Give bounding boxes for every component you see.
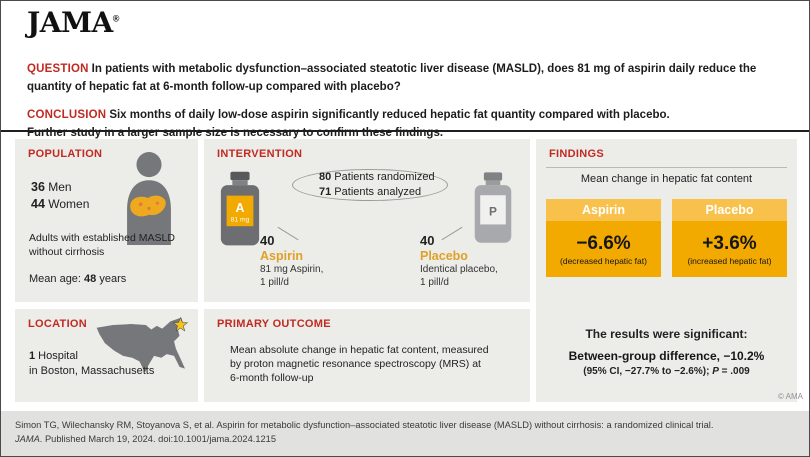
- citation-line1: Simon TG, Wilechansky RM, Stoyanova S, e…: [15, 420, 714, 430]
- randomization-ellipse: 80 Patients randomized 71 Patients analy…: [292, 169, 448, 201]
- findings-label: FINDINGS: [549, 148, 604, 160]
- hospital-label: Hospital: [35, 350, 78, 362]
- mean-age-line: Mean age: 48 years: [29, 273, 126, 285]
- question-block: QUESTION In patients with metabolic dysfu…: [27, 43, 787, 96]
- placebo-bottle-letter: P: [489, 204, 497, 218]
- location-label: LOCATION: [28, 318, 88, 330]
- aspirin-card-body: −6.6% (decreased hepatic fat): [546, 221, 661, 277]
- p-label: P: [712, 366, 719, 377]
- analyzed-label: Patients analyzed: [331, 186, 422, 198]
- question-text: In patients with metabolic dysfunction–a…: [27, 62, 757, 93]
- placebo-arm: 40 Placebo Identical placebo, 1 pill/d: [420, 233, 498, 289]
- ci-text: (95% CI, −27.7% to −2.6%);: [583, 366, 713, 377]
- randomized-line: 80 Patients randomized: [319, 170, 447, 185]
- question-label: QUESTION: [27, 62, 89, 75]
- jama-logo-text: JAMA: [27, 6, 113, 39]
- randomized-label: Patients randomized: [331, 171, 435, 183]
- between-group-difference: Between-group difference, −10.2%: [568, 349, 765, 363]
- aspirin-arm-name: Aspirin: [260, 249, 304, 263]
- intervention-panel: INTERVENTION A 81 mg P 80 Patients rando…: [204, 139, 530, 302]
- hospital-place: in Boston, Massachusetts: [29, 365, 155, 378]
- us-map-star-icon: [96, 316, 189, 373]
- significance-text: The results were significant:: [585, 327, 748, 341]
- placebo-card-value: +3.6%: [702, 232, 757, 254]
- population-panel: POPULATION 36 Men 44 Women Adults with e…: [15, 139, 198, 302]
- sex-breakdown: 36 Men 44 Women: [31, 179, 89, 213]
- aspirin-arm: 40 Aspirin 81 mg Aspirin, 1 pill/d: [260, 233, 323, 289]
- pill-bottle-a-icon: A 81 mg: [220, 171, 260, 246]
- conclusion-label: CONCLUSION: [27, 108, 107, 121]
- location-panel: LOCATION 1 Hospital in Boston, Massachus…: [15, 309, 198, 402]
- men-label: Men: [44, 180, 72, 194]
- registered-mark: ®: [112, 13, 120, 24]
- placebo-card-title: Placebo: [672, 199, 787, 221]
- confidence-interval-line: (95% CI, −27.7% to −2.6%); P = .009: [536, 366, 797, 377]
- aspirin-bottle-letter: A: [236, 201, 245, 215]
- aspirin-arm-detail: 81 mg Aspirin, 1 pill/d: [260, 264, 324, 288]
- location-text: 1 Hospital in Boston, Massachusetts: [29, 349, 154, 380]
- aspirin-card-caption: (decreased hepatic fat): [560, 255, 647, 266]
- header-divider: [1, 130, 809, 132]
- findings-subtitle: Mean change in hepatic fat content: [580, 173, 753, 185]
- primary-outcome-text: Mean absolute change in hepatic fat cont…: [230, 344, 489, 385]
- intervention-label: INTERVENTION: [217, 148, 303, 160]
- placebo-arm-n: 40: [420, 233, 435, 248]
- citation-line2: JAMA. Published March 19, 2024. doi:10.1…: [15, 432, 797, 446]
- randomized-count: 80: [319, 171, 332, 183]
- p-value: = .009: [718, 366, 750, 377]
- placebo-result-card: Placebo +3.6% (increased hepatic fat): [672, 199, 787, 277]
- men-count: 36: [31, 180, 45, 194]
- citation-journal: JAMA: [15, 434, 40, 445]
- conclusion-text: Six months of daily low-dose aspirin sig…: [27, 108, 670, 139]
- hospital-count-line: 1 Hospital: [29, 349, 154, 364]
- men-count-line: 36 Men: [31, 179, 89, 196]
- primary-outcome-label: PRIMARY OUTCOME: [217, 318, 331, 330]
- aspirin-card-title: Aspirin: [546, 199, 661, 221]
- findings-rule: [546, 167, 787, 168]
- person-with-liver-icon: [127, 152, 171, 245]
- aspirin-result-card: Aspirin −6.6% (decreased hepatic fat): [546, 199, 661, 277]
- placebo-card-caption: (increased hepatic fat): [687, 255, 772, 266]
- citation-line2-rest: . Published March 19, 2024. doi:10.1001/…: [39, 434, 277, 445]
- analyzed-line: 71 Patients analyzed: [319, 185, 447, 200]
- mean-age-value: 48: [84, 273, 97, 285]
- women-count: 44: [31, 197, 45, 211]
- jama-logo: JAMA®: [27, 6, 119, 39]
- mean-age-prefix: Mean age:: [29, 273, 85, 285]
- aspirin-card-value: −6.6%: [576, 232, 631, 254]
- hospital-count: 1: [29, 350, 36, 362]
- mean-age-suffix: years: [96, 273, 127, 285]
- aspirin-arm-n: 40: [260, 233, 275, 248]
- aspirin-bottle-dose: 81 mg: [231, 216, 250, 223]
- boston-star-icon: [172, 316, 189, 332]
- women-count-line: 44 Women: [31, 196, 89, 213]
- primary-outcome-panel: PRIMARY OUTCOME Mean absolute change in …: [204, 309, 530, 402]
- population-label: POPULATION: [28, 148, 103, 160]
- citation-footer: Simon TG, Wilechansky RM, Stoyanova S, e…: [1, 411, 809, 456]
- placebo-arm-detail: Identical placebo, 1 pill/d: [420, 264, 498, 288]
- women-label: Women: [44, 197, 90, 211]
- placebo-card-body: +3.6% (increased hepatic fat): [672, 221, 787, 277]
- analyzed-count: 71: [319, 186, 332, 198]
- conclusion-block: CONCLUSION Six months of daily low-dose a…: [27, 89, 787, 142]
- placebo-arm-name: Placebo: [420, 249, 468, 263]
- pill-bottle-p-icon: P: [474, 172, 512, 243]
- population-description: Adults with established MASLD without ci…: [29, 232, 175, 259]
- findings-panel: FINDINGS Mean change in hepatic fat cont…: [536, 139, 797, 402]
- ama-copyright: © AMA: [777, 392, 803, 401]
- liver-icon: [130, 195, 166, 217]
